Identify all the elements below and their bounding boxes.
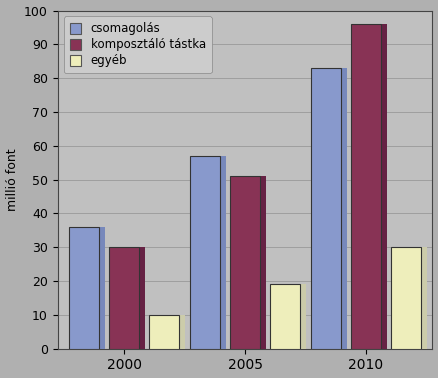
Bar	[230, 176, 260, 349]
Bar	[75, 227, 106, 349]
Bar	[317, 68, 347, 349]
Bar	[155, 322, 185, 349]
Bar	[397, 247, 427, 349]
Bar	[236, 176, 266, 349]
Bar	[276, 322, 306, 349]
Bar	[75, 322, 106, 349]
Bar	[109, 247, 139, 349]
Bar	[196, 156, 226, 349]
Bar	[351, 24, 381, 349]
Bar	[270, 285, 300, 349]
Bar	[357, 322, 387, 349]
Bar	[357, 24, 387, 349]
Bar	[397, 322, 427, 349]
Bar	[190, 156, 220, 349]
Legend: csomagolás, komposztáló tástka, egyéb: csomagolás, komposztáló tástka, egyéb	[64, 17, 212, 73]
Bar	[236, 322, 266, 349]
Bar	[311, 68, 341, 349]
Bar	[196, 322, 226, 349]
Bar	[69, 227, 99, 349]
Bar	[149, 315, 179, 349]
Y-axis label: millió font: millió font	[6, 148, 18, 211]
Bar	[115, 322, 145, 349]
Bar	[155, 315, 185, 349]
Bar	[276, 285, 306, 349]
Bar	[391, 247, 421, 349]
Bar	[115, 247, 145, 349]
Bar	[317, 322, 347, 349]
